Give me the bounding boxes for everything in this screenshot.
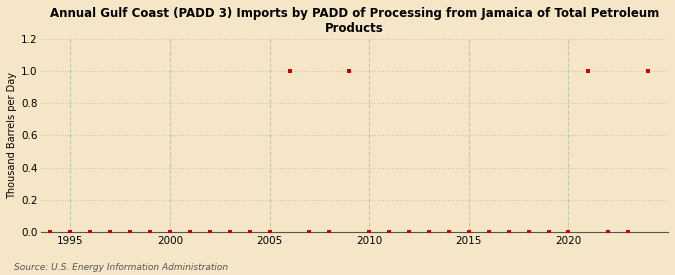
Point: [483, 230, 494, 234]
Y-axis label: Thousand Barrels per Day: Thousand Barrels per Day: [7, 72, 17, 199]
Point: [523, 230, 534, 234]
Point: [443, 230, 454, 234]
Point: [144, 230, 155, 234]
Point: [264, 230, 275, 234]
Point: [244, 230, 255, 234]
Point: [85, 230, 96, 234]
Point: [224, 230, 235, 234]
Point: [404, 230, 414, 234]
Point: [324, 230, 335, 234]
Point: [344, 69, 354, 73]
Point: [65, 230, 76, 234]
Point: [184, 230, 195, 234]
Point: [125, 230, 136, 234]
Point: [603, 230, 614, 234]
Point: [504, 230, 514, 234]
Point: [643, 69, 653, 73]
Point: [304, 230, 315, 234]
Point: [543, 230, 554, 234]
Point: [284, 69, 295, 73]
Point: [205, 230, 215, 234]
Point: [623, 230, 634, 234]
Point: [105, 230, 115, 234]
Point: [384, 230, 395, 234]
Point: [364, 230, 375, 234]
Title: Annual Gulf Coast (PADD 3) Imports by PADD of Processing from Jamaica of Total P: Annual Gulf Coast (PADD 3) Imports by PA…: [50, 7, 659, 35]
Text: Source: U.S. Energy Information Administration: Source: U.S. Energy Information Administ…: [14, 263, 227, 272]
Point: [45, 230, 56, 234]
Point: [583, 69, 594, 73]
Point: [424, 230, 435, 234]
Point: [165, 230, 176, 234]
Point: [563, 230, 574, 234]
Point: [464, 230, 475, 234]
